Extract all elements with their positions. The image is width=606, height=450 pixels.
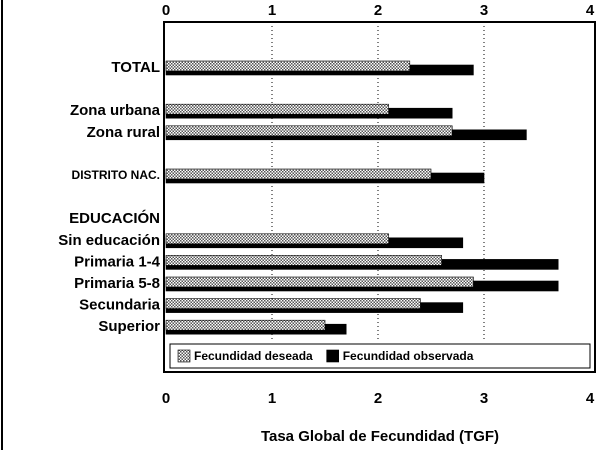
bar <box>165 233 389 245</box>
y-tick-label: Primaria 1-4 <box>74 253 161 270</box>
plot-frame <box>163 21 596 373</box>
y-tick-label: Secundaria <box>79 297 161 314</box>
bar <box>165 276 474 288</box>
y-tick-label: Primaria 5-8 <box>74 275 160 292</box>
y-tick-label: Superior <box>98 318 160 335</box>
legend-box <box>169 343 591 369</box>
legend-label: Fecundidad deseada <box>194 349 313 363</box>
x-tick-label-top: 1 <box>268 2 276 19</box>
x-tick-label-top: 0 <box>162 2 170 19</box>
x-axis-label: Tasa Global de Fecundidad (TGF) <box>261 428 499 445</box>
bar <box>165 255 442 266</box>
bar <box>165 298 421 309</box>
x-tick-label: 0 <box>162 390 170 407</box>
bar <box>165 60 411 72</box>
legend-swatch <box>326 349 340 363</box>
bar <box>165 125 453 137</box>
legend-label: Fecundidad observada <box>343 349 474 363</box>
x-tick-label: 3 <box>480 390 488 407</box>
y-tick-label: EDUCACIÓN <box>69 209 160 227</box>
x-tick-label-top: 2 <box>374 2 382 19</box>
y-tick-label: Zona rural <box>87 124 160 141</box>
x-tick-label-top: 3 <box>480 2 488 19</box>
bar <box>165 319 326 331</box>
x-tick-label: 1 <box>268 390 276 407</box>
bar <box>165 103 389 115</box>
y-tick-label: DISTRITO NAC. <box>72 168 160 182</box>
x-tick-label-top: 4 <box>586 2 595 19</box>
legend-swatch <box>177 349 191 363</box>
y-tick-label: TOTAL <box>111 59 160 76</box>
y-tick-label: Sin educación <box>58 232 160 249</box>
x-tick-label: 2 <box>374 390 382 407</box>
bar <box>165 168 432 180</box>
y-tick-label: Zona urbana <box>70 102 161 119</box>
x-tick-label: 4 <box>586 390 595 407</box>
